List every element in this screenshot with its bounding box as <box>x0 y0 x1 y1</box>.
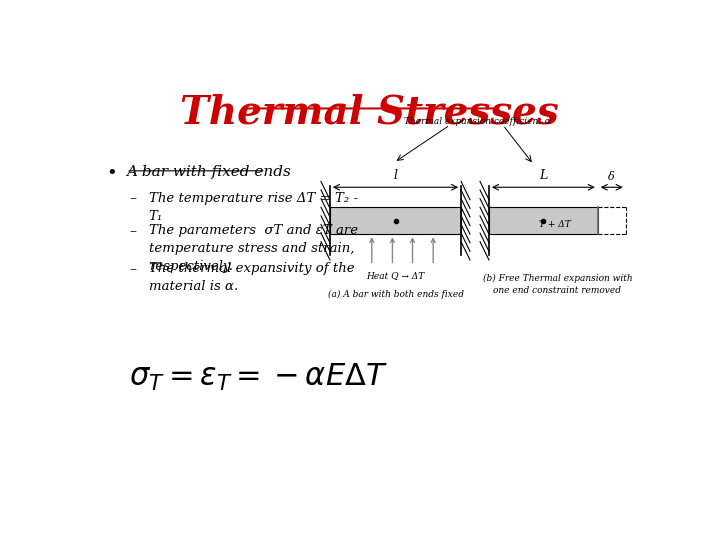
Text: The parameters  σT and εT are
temperature stress and strain,
respectively.: The parameters σT and εT are temperature… <box>148 224 358 273</box>
Text: (a) A bar with both ends fixed: (a) A bar with both ends fixed <box>328 291 464 300</box>
Text: l: l <box>394 169 397 183</box>
Text: –: – <box>129 224 136 238</box>
Bar <box>330 207 461 234</box>
Text: –: – <box>129 262 136 276</box>
Text: –: – <box>129 192 136 206</box>
Text: Thermal Stresses: Thermal Stresses <box>179 94 559 132</box>
Text: L: L <box>539 169 547 183</box>
Text: Thermal expansion coefficient α: Thermal expansion coefficient α <box>405 117 552 126</box>
Text: Heat Q → ΔT: Heat Q → ΔT <box>366 271 425 280</box>
Text: •: • <box>107 165 117 183</box>
Text: $\sigma_T = \varepsilon_T = -\alpha E \Delta T$: $\sigma_T = \varepsilon_T = -\alpha E \D… <box>129 362 388 393</box>
Text: δ: δ <box>608 172 615 183</box>
Text: one end constraint removed: one end constraint removed <box>493 286 621 295</box>
Text: The thermal expansivity of the
material is α.: The thermal expansivity of the material … <box>148 262 354 293</box>
Text: T + ΔT: T + ΔT <box>539 220 570 228</box>
Text: (b) Free Thermal expansion with: (b) Free Thermal expansion with <box>482 274 632 283</box>
Text: A bar with fixed ends: A bar with fixed ends <box>126 165 291 179</box>
Bar <box>489 207 598 234</box>
Text: The temperature rise ΔT = T₂ -
T₁: The temperature rise ΔT = T₂ - T₁ <box>148 192 358 222</box>
